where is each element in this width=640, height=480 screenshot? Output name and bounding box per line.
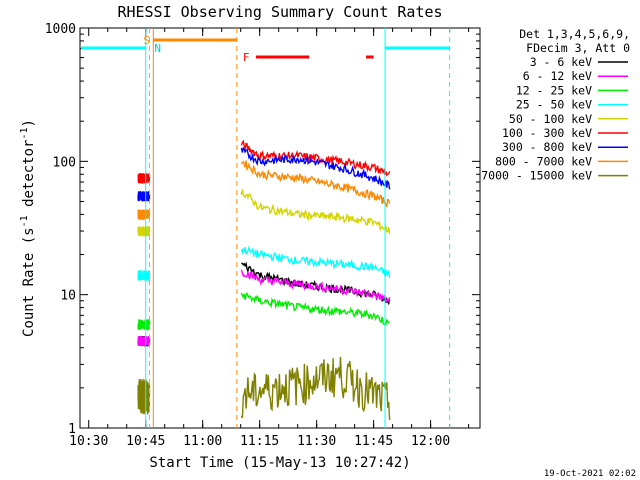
series-100-300-kev bbox=[240, 139, 391, 177]
series-12-25-kev bbox=[240, 291, 390, 326]
series-7000-15000-kev bbox=[137, 378, 151, 415]
y-tick-label: 1000 bbox=[45, 22, 76, 37]
legend-label: 50 - 100 keV bbox=[509, 112, 592, 126]
y-axis-label-sup1: -1 bbox=[19, 215, 30, 227]
legend-label: 100 - 300 keV bbox=[502, 126, 592, 140]
legend-label: 6 - 12 keV bbox=[523, 69, 592, 83]
y-axis-label-sup2: -1 bbox=[19, 127, 30, 139]
legend-label: 300 - 800 keV bbox=[502, 140, 592, 154]
x-tick-label: 11:30 bbox=[297, 434, 336, 449]
series-50-100-kev bbox=[240, 189, 391, 235]
chart-title: RHESSI Observing Summary Count Rates bbox=[117, 3, 442, 21]
legend-label: 12 - 25 keV bbox=[516, 83, 592, 97]
flag-layer: SN F bbox=[81, 28, 451, 428]
legend-label: 25 - 50 keV bbox=[516, 98, 592, 112]
series-25-50-kev bbox=[137, 268, 151, 281]
y-tick-label: 1 bbox=[68, 422, 76, 437]
saa-label: S bbox=[143, 34, 150, 47]
x-tick-label: 12:00 bbox=[411, 434, 450, 449]
y-tick-label: 10 bbox=[60, 289, 76, 304]
y-axis-label-mid: detector bbox=[21, 140, 37, 216]
legend: Det 1,3,4,5,6,9,FDecim 3, Att 03 - 6 keV… bbox=[481, 27, 630, 183]
y-axis: 1 10 100 1000 bbox=[45, 22, 480, 437]
series-800-7000-kev bbox=[137, 209, 151, 221]
legend-header-line: FDecim 3, Att 0 bbox=[526, 41, 630, 55]
series-100-300-kev bbox=[137, 173, 151, 184]
y-axis-label: Count Rate (s-1 detector-1) bbox=[19, 119, 37, 337]
legend-header-line: Det 1,3,4,5,6,9, bbox=[519, 27, 630, 41]
x-tick-label: 11:00 bbox=[183, 434, 222, 449]
x-axis-label: Start Time (15-May-13 10:27:42) bbox=[149, 455, 410, 471]
series-800-7000-kev bbox=[240, 160, 391, 208]
plot-frame bbox=[79, 27, 481, 429]
legend-label: 3 - 6 keV bbox=[530, 55, 592, 69]
legend-label: 800 - 7000 keV bbox=[495, 154, 592, 168]
series-12-25-kev bbox=[137, 319, 151, 332]
y-axis-label-main: Count Rate (s bbox=[21, 227, 37, 337]
series-6-12-kev bbox=[137, 335, 151, 347]
series-7000-15000-kev bbox=[240, 356, 391, 421]
y-axis-label-end: ) bbox=[21, 119, 37, 127]
x-tick-label: 10:30 bbox=[69, 434, 108, 449]
x-tick-label: 10:45 bbox=[126, 434, 165, 449]
series-layer bbox=[137, 139, 391, 421]
flare-label: F bbox=[243, 51, 250, 64]
y-tick-label: 100 bbox=[53, 155, 76, 170]
series-6-12-kev bbox=[240, 269, 391, 303]
x-tick-label: 11:15 bbox=[240, 434, 279, 449]
series-300-800-kev bbox=[137, 191, 151, 202]
series-50-100-kev bbox=[137, 226, 151, 237]
legend-label: 7000 - 15000 keV bbox=[481, 169, 592, 183]
series-25-50-kev bbox=[240, 245, 391, 279]
night-label: N bbox=[154, 42, 161, 55]
x-tick-label: 11:45 bbox=[354, 434, 393, 449]
series-300-800-kev bbox=[240, 146, 391, 190]
footer-timestamp: 19-Oct-2021 02:02 bbox=[544, 469, 636, 479]
x-axis: 10:30 10:45 11:00 11:15 11:30 11:45 12:00 bbox=[69, 28, 470, 449]
